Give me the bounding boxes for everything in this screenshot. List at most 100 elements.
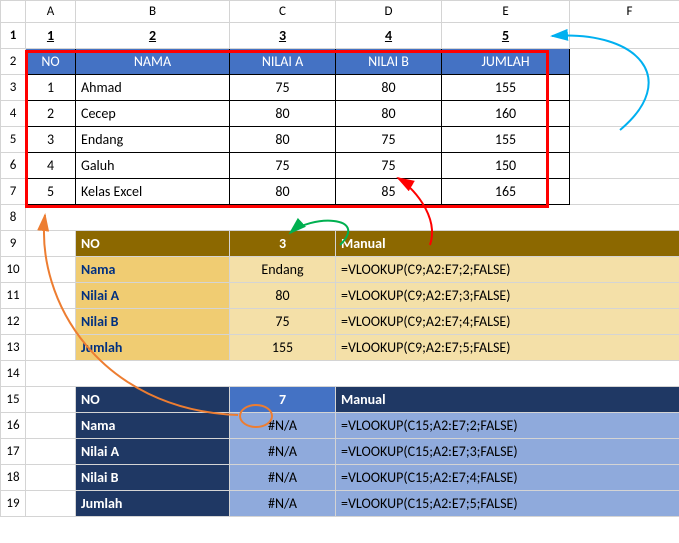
table-cell[interactable]: 75 — [336, 127, 442, 153]
blue-value[interactable]: #N/A — [230, 465, 336, 491]
row-header[interactable]: 16 — [1, 413, 26, 439]
yellow-value[interactable]: Endang — [230, 257, 336, 283]
table-cell[interactable]: 155 — [442, 127, 570, 153]
row-header[interactable]: 2 — [1, 49, 26, 75]
table-cell[interactable]: 150 — [442, 153, 570, 179]
cell[interactable] — [26, 387, 76, 413]
table-cell[interactable]: 75 — [230, 153, 336, 179]
cell-f2[interactable] — [570, 49, 679, 75]
main-head-nama[interactable]: NAMA — [76, 49, 230, 75]
yellow-label[interactable]: Nama — [76, 257, 230, 283]
cell-d1[interactable]: 4 — [336, 23, 442, 49]
yellow-manual[interactable]: Manual — [336, 231, 679, 257]
cell[interactable] — [570, 127, 679, 153]
cell-a1[interactable]: 1 — [26, 23, 76, 49]
row-header[interactable]: 9 — [1, 231, 26, 257]
cell-e1[interactable]: 5 — [442, 23, 570, 49]
row-header[interactable]: 8 — [1, 205, 26, 231]
cell[interactable] — [26, 439, 76, 465]
cell[interactable] — [570, 179, 679, 205]
yellow-value[interactable]: 75 — [230, 309, 336, 335]
col-header-f[interactable]: F — [570, 1, 679, 23]
cell[interactable] — [26, 283, 76, 309]
corner-cell[interactable] — [1, 1, 26, 23]
col-header-a[interactable]: A — [26, 1, 76, 23]
cell-c1[interactable]: 3 — [230, 23, 336, 49]
table-cell[interactable]: Galuh — [76, 153, 230, 179]
blue-no-value[interactable]: 7 — [230, 387, 336, 413]
blue-value[interactable]: #N/A — [230, 439, 336, 465]
row-header[interactable]: 15 — [1, 387, 26, 413]
table-cell[interactable]: 75 — [230, 75, 336, 101]
yellow-value[interactable]: 155 — [230, 335, 336, 361]
row-header[interactable]: 7 — [1, 179, 26, 205]
cell[interactable] — [26, 413, 76, 439]
table-cell[interactable]: 1 — [26, 75, 76, 101]
blue-value[interactable]: #N/A — [230, 413, 336, 439]
row-header[interactable]: 1 — [1, 23, 26, 49]
cell[interactable] — [26, 257, 76, 283]
main-head-a[interactable]: NILAI A — [230, 49, 336, 75]
blue-label[interactable]: Nama — [76, 413, 230, 439]
table-cell[interactable]: Cecep — [76, 101, 230, 127]
cell[interactable] — [26, 465, 76, 491]
row-header[interactable]: 17 — [1, 439, 26, 465]
table-cell[interactable]: 85 — [336, 179, 442, 205]
table-cell[interactable]: 4 — [26, 153, 76, 179]
blue-label[interactable]: Nilai B — [76, 465, 230, 491]
cell[interactable] — [570, 75, 679, 101]
table-cell[interactable]: 155 — [442, 75, 570, 101]
row-header[interactable]: 4 — [1, 101, 26, 127]
blue-value[interactable]: #N/A — [230, 491, 336, 517]
table-cell[interactable]: 160 — [442, 101, 570, 127]
table-cell[interactable]: Kelas Excel — [76, 179, 230, 205]
table-cell[interactable]: Endang — [76, 127, 230, 153]
table-cell[interactable]: 5 — [26, 179, 76, 205]
cell[interactable] — [26, 231, 76, 257]
col-header-e[interactable]: E — [442, 1, 570, 23]
yellow-label[interactable]: Jumlah — [76, 335, 230, 361]
blue-formula[interactable]: =VLOOKUP(C15;A2:E7;4;FALSE) — [336, 465, 679, 491]
table-cell[interactable]: 80 — [230, 127, 336, 153]
row-header[interactable]: 13 — [1, 335, 26, 361]
cell-b1[interactable]: 2 — [76, 23, 230, 49]
blue-manual[interactable]: Manual — [336, 387, 679, 413]
yellow-no-value[interactable]: 3 — [230, 231, 336, 257]
yellow-label[interactable]: Nilai B — [76, 309, 230, 335]
blue-label[interactable]: Jumlah — [76, 491, 230, 517]
cell[interactable] — [26, 361, 679, 387]
cell[interactable] — [570, 101, 679, 127]
row-header[interactable]: 19 — [1, 491, 26, 517]
main-head-b[interactable]: NILAI B — [336, 49, 442, 75]
yellow-value[interactable]: 80 — [230, 283, 336, 309]
row-header[interactable]: 6 — [1, 153, 26, 179]
yellow-label[interactable]: Nilai A — [76, 283, 230, 309]
blue-formula[interactable]: =VLOOKUP(C15;A2:E7;5;FALSE) — [336, 491, 679, 517]
table-cell[interactable]: 80 — [336, 101, 442, 127]
col-header-c[interactable]: C — [230, 1, 336, 23]
row-header[interactable]: 12 — [1, 309, 26, 335]
yellow-formula[interactable]: =VLOOKUP(C9;A2:E7;3;FALSE) — [336, 283, 679, 309]
col-header-d[interactable]: D — [336, 1, 442, 23]
table-cell[interactable]: 75 — [336, 153, 442, 179]
cell-f1[interactable] — [570, 23, 679, 49]
table-cell[interactable]: 80 — [336, 75, 442, 101]
cell[interactable] — [26, 491, 76, 517]
table-cell[interactable]: Ahmad — [76, 75, 230, 101]
row-header[interactable]: 3 — [1, 75, 26, 101]
row-header[interactable]: 14 — [1, 361, 26, 387]
row-header[interactable]: 11 — [1, 283, 26, 309]
blue-formula[interactable]: =VLOOKUP(C15;A2:E7;2;FALSE) — [336, 413, 679, 439]
row-header[interactable]: 10 — [1, 257, 26, 283]
cell[interactable] — [26, 309, 76, 335]
yellow-formula[interactable]: =VLOOKUP(C9;A2:E7;5;FALSE) — [336, 335, 679, 361]
row-header[interactable]: 5 — [1, 127, 26, 153]
table-cell[interactable]: 80 — [230, 179, 336, 205]
yellow-formula[interactable]: =VLOOKUP(C9;A2:E7;4;FALSE) — [336, 309, 679, 335]
table-cell[interactable]: 3 — [26, 127, 76, 153]
table-cell[interactable]: 80 — [230, 101, 336, 127]
row-header[interactable]: 18 — [1, 465, 26, 491]
cell[interactable] — [26, 205, 679, 231]
table-cell[interactable]: 2 — [26, 101, 76, 127]
blue-label[interactable]: Nilai A — [76, 439, 230, 465]
